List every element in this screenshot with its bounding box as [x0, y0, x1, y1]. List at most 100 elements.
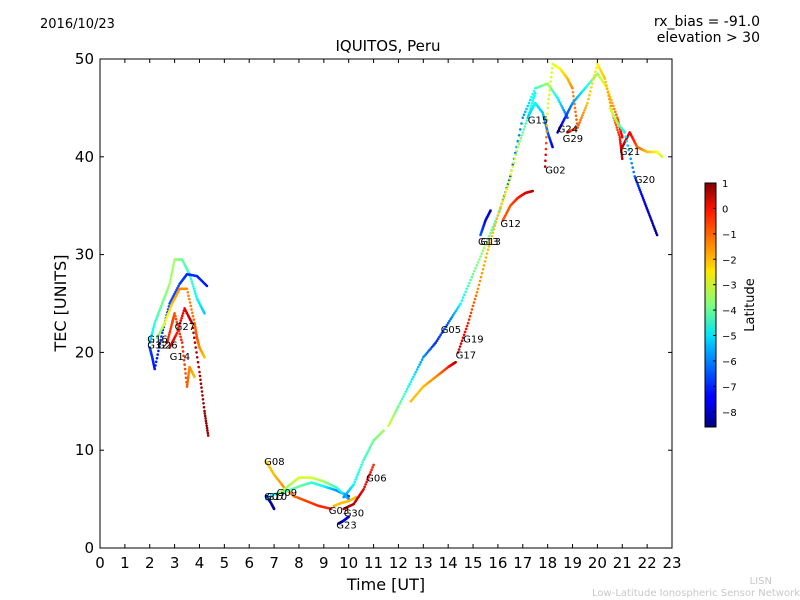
tec-point-g17 [480, 271, 484, 275]
tec-point-g32 [160, 335, 163, 338]
tec-point-g30 [366, 478, 369, 481]
tec-point-g05 [478, 258, 481, 261]
tec-point-g05 [404, 390, 408, 393]
tec-point-g02 [574, 110, 577, 114]
x-tick-label: 4 [195, 554, 205, 572]
tec-point-g17 [469, 311, 473, 315]
tec-point-g17 [501, 199, 505, 203]
satellite-label: G15 [528, 116, 548, 127]
tec-point-g05 [441, 329, 445, 333]
tec-point-g29 [586, 101, 589, 105]
tec-point-g05 [399, 400, 403, 403]
tec-point-g14 [201, 398, 205, 401]
tec-point-g20 [647, 212, 651, 215]
tec-point-g26 [191, 314, 195, 318]
tec-point-g27 [181, 350, 185, 353]
tec-point-g16 [160, 302, 164, 305]
tec-point-g20 [623, 131, 626, 134]
tec-point-g05 [484, 243, 487, 247]
tec-point-g05 [479, 255, 482, 258]
tec-point-g17 [478, 279, 482, 283]
y-axis-label: TEC [UNITS] [51, 255, 70, 353]
tec-point-g02 [571, 91, 575, 94]
tec-point-g02 [549, 80, 552, 83]
tec-point-g29 [619, 140, 622, 143]
tec-point-g16 [160, 304, 163, 307]
tec-point-g29 [593, 74, 596, 77]
tec-point-g29 [618, 138, 622, 141]
x-tick-label: 18 [538, 554, 557, 572]
tec-point-g05 [482, 246, 486, 250]
tec-point-g06 [361, 461, 364, 464]
tec-point-g29 [579, 118, 582, 122]
colorbar-tick-label: −4 [722, 306, 737, 317]
tec-point-g05 [392, 414, 395, 418]
tec-point-g20 [651, 222, 654, 225]
tec-point-g05 [448, 319, 451, 323]
satellite-label: G16 [147, 335, 167, 346]
tec-point-g29 [606, 91, 610, 94]
tec-point-g26 [167, 312, 170, 315]
tec-point-g05 [445, 323, 449, 327]
tec-point-g17 [525, 119, 529, 122]
tec-point-g05 [417, 365, 420, 369]
tec-point-g02 [544, 159, 547, 162]
tec-point-g17 [511, 165, 515, 168]
tec-point-g14 [202, 405, 206, 409]
x-tick-label: 20 [588, 554, 607, 572]
y-tick-label: 0 [84, 539, 94, 557]
tec-point-g14 [201, 394, 204, 397]
tec-point-g14 [203, 409, 206, 413]
tec-point-g17 [517, 142, 521, 146]
tec-point-g02 [547, 97, 550, 101]
tec-point-g20 [640, 194, 644, 198]
satellite-label: G19 [463, 335, 483, 346]
tec-point-g02 [573, 102, 576, 106]
tec-point-g05 [438, 335, 441, 339]
tec-point-g26 [192, 318, 196, 321]
tec-point-g14 [179, 319, 183, 322]
tec-point-g02 [547, 93, 551, 96]
x-tick-label: 6 [244, 554, 254, 572]
tec-point-g05 [418, 363, 421, 366]
tec-point-g06 [360, 463, 363, 467]
tec-point-g17 [456, 351, 460, 354]
footer-network-name: Low-Latitude Ionospheric Sensor Network [592, 588, 800, 599]
tec-point-g17 [489, 238, 493, 241]
tec-point-g29 [620, 148, 623, 152]
tec-point-g02 [546, 106, 549, 110]
tec-point-g16 [193, 290, 197, 293]
tec-point-g05 [516, 139, 520, 143]
tec-point-g29 [581, 113, 584, 117]
tec-point-g14 [176, 329, 180, 332]
tec-point-g16 [172, 260, 176, 264]
tec-point-g17 [475, 291, 479, 294]
plot-frame [99, 58, 673, 549]
tec-point-g05 [474, 267, 477, 270]
tec-point-g05 [491, 225, 495, 229]
tec-point-g27 [186, 383, 189, 387]
tec-point-g24 [615, 113, 618, 116]
tec-point-g05 [446, 321, 450, 325]
satellite-label: G17 [456, 350, 476, 361]
tec-point-g05 [522, 113, 526, 116]
tec-point-g15 [545, 127, 548, 130]
tec-point-g05 [434, 341, 438, 344]
tec-point-g05 [397, 404, 400, 408]
tec-point-g05 [563, 110, 566, 114]
satellite-label: G29 [563, 134, 583, 145]
satellite-label: G08 [264, 457, 284, 468]
tec-point-g17 [507, 180, 511, 184]
tec-point-g17 [465, 324, 469, 328]
tec-point-g24 [612, 104, 615, 108]
tec-point-g06 [357, 470, 360, 474]
tec-point-g27 [167, 333, 171, 337]
tec-point-g05 [458, 304, 461, 307]
tec-point-g05 [412, 375, 415, 379]
tec-point-g05 [481, 249, 485, 252]
tec-point-g17 [457, 348, 461, 351]
tec-point-g05 [519, 128, 522, 131]
tec-point-g27 [181, 345, 184, 349]
x-tick-label: 15 [463, 554, 482, 572]
tec-point-g32 [159, 338, 162, 342]
